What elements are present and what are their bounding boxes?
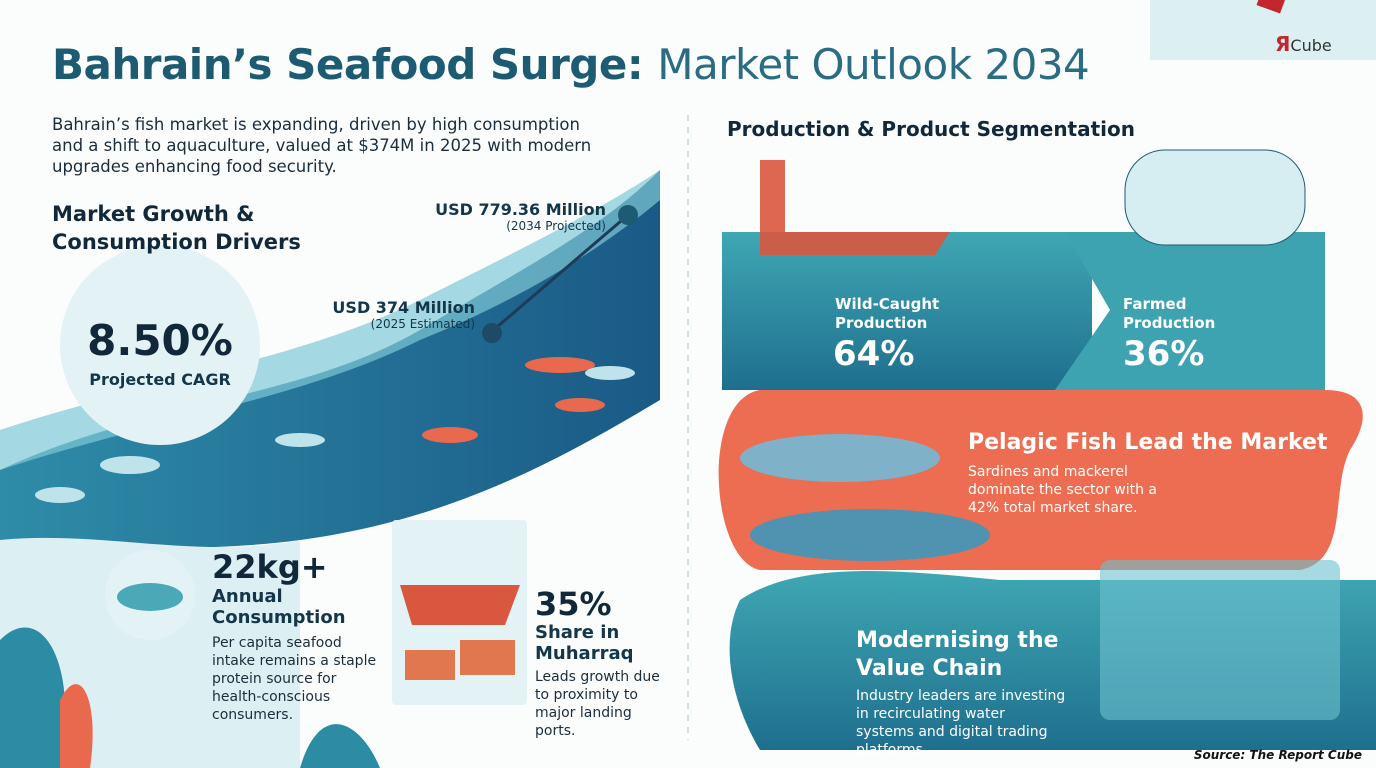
crate xyxy=(460,640,515,675)
tech-illustration xyxy=(1100,560,1340,720)
estimate-value: USD 374 Million xyxy=(332,298,475,317)
mackerel xyxy=(750,509,990,561)
title-bold: Bahrain’s Seafood Surge: xyxy=(52,40,644,89)
projection-value: USD 779.36 Million xyxy=(435,200,606,219)
fish xyxy=(585,366,635,380)
wave xyxy=(0,170,660,560)
farmed-label: Farmed Production xyxy=(1123,295,1216,332)
modernising-description: Industry leaders are investing in recirc… xyxy=(856,688,1066,758)
estimate-2025: USD 374 Million (2025 Estimated) xyxy=(275,298,475,331)
fish-group xyxy=(35,366,635,503)
title-light: Market Outlook 2034 xyxy=(657,40,1090,89)
muharraq-value: 35% xyxy=(535,585,612,623)
projection-2034: USD 779.36 Million (2034 Projected) xyxy=(390,200,606,233)
crate xyxy=(405,650,455,680)
cagr-circle xyxy=(60,245,260,445)
fish xyxy=(100,456,160,474)
growth-line xyxy=(489,213,629,335)
title: Bahrain’s Seafood Surge: Market Outlook … xyxy=(52,40,1090,89)
farmed-panel xyxy=(1055,232,1325,390)
greenhouse xyxy=(1124,149,1306,246)
estimate-note: (2025 Estimated) xyxy=(370,317,475,331)
fishing-boat xyxy=(760,160,950,255)
logo-mark: Я xyxy=(1275,32,1291,56)
pelagic-description: Sardines and mackerel dominate the secto… xyxy=(968,464,1158,516)
muharraq-description: Leads growth due to proximity to major l… xyxy=(535,669,660,739)
segmentation-heading: Production & Product Segmentation xyxy=(727,117,1136,141)
wild-value: 64% xyxy=(833,334,915,374)
seaweed xyxy=(300,724,380,768)
fish xyxy=(35,487,85,503)
fish xyxy=(555,398,605,412)
farmed-value: 36% xyxy=(1123,334,1205,374)
consumption-value: 22kg+ xyxy=(212,548,328,586)
fish-group xyxy=(422,357,605,443)
source: Source: The Report Cube xyxy=(1193,748,1362,762)
consumption-label: Annual Consumption xyxy=(212,586,346,628)
logo-cube xyxy=(1256,0,1289,14)
cagr-label: Projected CAGR xyxy=(89,370,231,389)
logo-text: Cube xyxy=(1290,36,1332,55)
marker-2025 xyxy=(482,323,502,343)
pelagic-heading: Pelagic Fish Lead the Market xyxy=(968,430,1328,455)
logo: ЯCube xyxy=(1275,32,1332,56)
projection-note: (2034 Projected) xyxy=(506,219,606,233)
consumption-description: Per capita seafood intake remains a stap… xyxy=(212,635,377,723)
fish-icon xyxy=(117,583,183,611)
corner-shape xyxy=(1150,0,1376,60)
intro: Bahrain’s fish market is expanding, driv… xyxy=(52,115,592,176)
growth-heading: Market Growth & Consumption Drivers xyxy=(52,202,301,254)
seaweed xyxy=(0,627,66,768)
coral xyxy=(60,684,93,768)
boat xyxy=(400,585,520,625)
modernising-heading: Modernising the Value Chain xyxy=(856,628,1059,681)
marker-2034 xyxy=(618,205,638,225)
wild-label: Wild-Caught Production xyxy=(835,295,940,332)
sardine xyxy=(740,434,940,482)
cagr-value: 8.50% xyxy=(87,316,233,365)
fish xyxy=(422,427,478,443)
fish xyxy=(275,433,325,447)
wild-panel xyxy=(722,232,1092,390)
muharraq-label: Share in Muharraq xyxy=(535,622,634,664)
fish xyxy=(525,357,595,373)
